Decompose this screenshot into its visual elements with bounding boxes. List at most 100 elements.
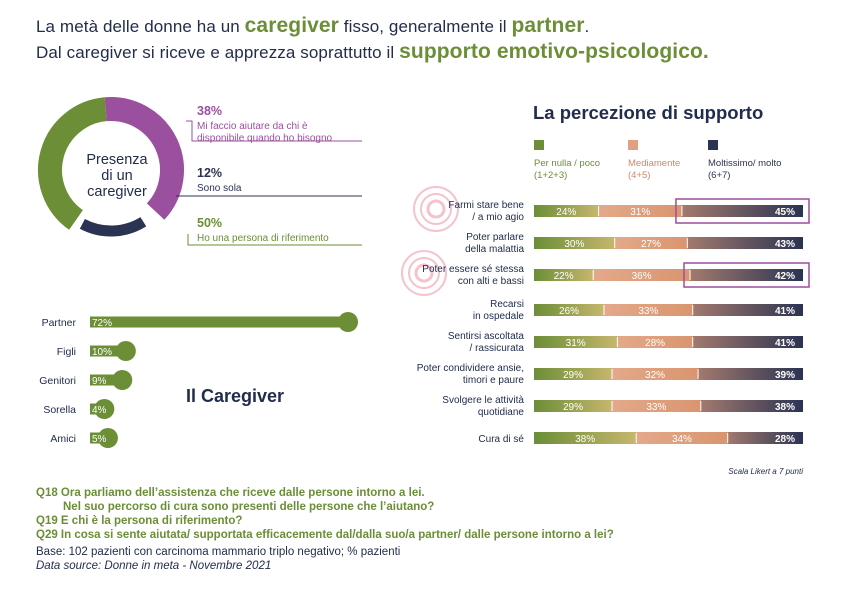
bar-segment-medium [617,336,693,348]
scale-note: Scala Likert a 7 punti [728,467,803,476]
perception-category-label: timori e paure [463,375,525,386]
bar-segment-medium [612,368,699,380]
donut-slice-green [38,97,108,230]
segment-value-label: 29% [563,402,583,413]
caregiver-bar [90,345,126,357]
caregiver-bar-end [94,399,115,419]
bar-segment-low [534,432,637,444]
segment-value-label: 41% [775,306,795,317]
caregiver-value-label: 4% [92,405,107,416]
caregiver-category-label: Sorella [43,404,76,416]
segment-value-label: 41% [775,338,795,349]
legend-label: Per nulla / poco [534,158,600,169]
footnote-source: Data source: Donne in meta - Novembre 20… [36,560,272,572]
bar-segment-low [534,269,594,281]
perception-category-label: Svolgere le attività [442,395,524,406]
donut-slice-label: disponibile quando ho bisogno [197,133,333,144]
donut-slice-label: Mi faccio aiutare da chi è [197,121,308,132]
highlight-ring [401,250,447,296]
segment-value-label: 29% [563,370,583,381]
perception-category-label: Cura di sé [478,434,524,445]
bar-segment-high [687,237,803,249]
bar-segment-high [727,432,803,444]
bar-segment-medium [593,269,691,281]
donut-pct-label: 12% [197,166,222,180]
bar-segment-high [698,368,803,380]
segment-value-label: 45% [775,207,795,218]
title-highlight-caregiver: caregiver [244,14,339,37]
legend-sublabel: (1+2+3) [534,170,567,181]
caregiver-category-label: Figli [57,346,76,358]
donut-slice-navy [79,216,147,237]
title-text: La metà delle donne ha un [36,17,245,36]
legend-sublabel: (4+5) [628,170,650,181]
segment-value-label: 30% [564,239,584,250]
highlight-box [683,262,810,288]
segment-value-label: 22% [554,271,574,282]
segment-value-label: 27% [641,239,661,250]
perception-category-label: con alti e bassi [458,276,524,287]
footnote-q19: Q19 E chi è la persona di riferimento? [36,515,243,527]
perception-category-label: Poter condividere ansie, [417,363,524,374]
bar-segment-medium [612,400,701,412]
bar-segment-high [681,205,803,217]
perception-category-label: Sentirsi ascoltata [448,331,525,342]
title-text: Dal caregiver si riceve e apprezza sopra… [36,43,400,62]
legend-sublabel: (6+7) [708,170,730,181]
caregiver-category-label: Genitori [39,375,76,387]
perception-category-label: quotidiane [478,407,525,418]
segment-value-label: 28% [775,434,795,445]
legend-label: Mediamente [628,158,680,169]
perception-category-label: Recarsi [490,299,524,310]
donut-connector-line [186,120,362,142]
caregiver-category-label: Amici [50,433,76,445]
segment-value-label: 33% [638,306,658,317]
legend-swatch [628,140,638,150]
title-text: . [584,17,590,36]
footnote-q18: Q18 Ora parliamo dell’assistenza che ric… [36,487,425,499]
segment-value-label: 38% [775,402,795,413]
donut-pct-label: 50% [197,216,222,230]
caregiver-bar [90,374,123,386]
bar-segment-medium [598,205,682,217]
highlight-ring [413,186,459,232]
segment-value-label: 34% [672,434,692,445]
segment-value-label: 39% [775,370,795,381]
bar-segment-medium [603,304,693,316]
perception-category-label: / rassicurata [470,343,525,354]
segment-value-label: 38% [575,434,595,445]
donut-center-title: di un [101,168,132,184]
legend-swatch [534,140,544,150]
caregiver-bar-end [338,312,358,332]
bar-segment-high [700,400,803,412]
bar-segment-low [534,368,613,380]
title-highlight-support: supporto emotivo-psicologico. [399,40,709,63]
caregiver-bar [90,316,348,328]
caregiver-bar-end [97,428,118,448]
segment-value-label: 32% [645,370,665,381]
segment-value-label: 24% [556,207,576,218]
donut-connector-line [187,234,362,246]
perception-category-label: in ospedale [473,311,525,322]
caregiver-value-label: 72% [92,318,112,329]
highlight-ring [420,193,452,225]
perception-category-label: Poter parlare [466,232,524,243]
donut-pct-label: 38% [197,104,222,118]
donut-center-title: caregiver [87,184,147,200]
bar-segment-medium [636,432,728,444]
bar-segment-high [692,304,803,316]
caregiver-chart-title: Il Caregiver [186,386,284,406]
donut-slice-label: Sono sola [197,183,242,194]
caregiver-bar-end [112,370,133,390]
highlight-ring [414,263,434,283]
donut-slice-label: Ho una persona di riferimento [197,233,329,244]
highlight-ring [426,199,446,219]
footnote-q29: Q29 In cosa si sente aiutata/ supportata… [36,529,614,541]
footnote-q18-sub: Nel suo percorso di cura sono presenti d… [63,501,435,513]
bar-segment-low [534,400,613,412]
bar-segment-high [690,269,803,281]
donut-center-title: Presenza [86,152,148,168]
segment-value-label: 28% [645,338,665,349]
highlight-box [675,198,810,224]
